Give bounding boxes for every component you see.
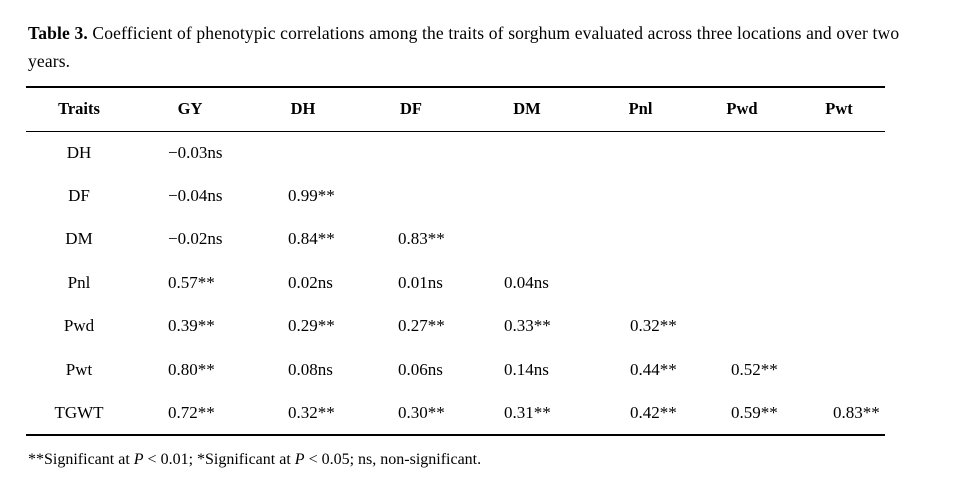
correlation-cell — [691, 174, 793, 217]
correlation-cell — [590, 174, 691, 217]
correlation-cell — [590, 218, 691, 261]
table-body: DH −0.03ns DF −0.04ns 0.99** DM −0.02ns 0.84** 0… — [26, 131, 885, 436]
header-df: DF — [358, 86, 464, 132]
correlation-cell — [590, 131, 691, 174]
correlation-cell: 0.04ns — [504, 272, 549, 292]
correlation-table: Traits GY DH DF DM Pnl Pwd Pwt DH −0.03ns… — [26, 86, 885, 436]
correlation-cell — [464, 174, 590, 217]
correlation-table-container: Traits GY DH DF DM Pnl Pwd Pwt DH −0.03ns… — [26, 86, 885, 436]
table-caption-label: Table 3. — [28, 23, 88, 43]
footnote-text-3: < 0.05; ns, non-significant. — [304, 451, 482, 468]
header-traits: Traits — [26, 86, 132, 132]
row-trait-label: Pwd — [63, 316, 95, 336]
correlation-cell — [590, 261, 691, 304]
correlation-cell: 0.29** — [288, 316, 335, 336]
row-trait-label: DF — [68, 186, 90, 206]
correlation-cell — [691, 218, 793, 261]
table-header-row: Traits GY DH DF DM Pnl Pwd Pwt — [26, 86, 885, 132]
table-caption: Table 3. Coefficient of phenotypic corre… — [28, 19, 938, 75]
row-trait-label: TGWT — [26, 391, 132, 436]
correlation-cell — [248, 131, 358, 174]
correlation-cell: −0.03ns — [168, 142, 223, 162]
footnote-p-italic-2: P — [294, 451, 305, 468]
table-row: DM −0.02ns 0.84** 0.83** — [26, 218, 885, 261]
correlation-cell: 0.83** — [398, 229, 445, 249]
correlation-cell: 0.72** — [132, 391, 248, 436]
correlation-cell — [358, 174, 464, 217]
row-trait-label: Pnl — [67, 272, 91, 292]
correlation-cell — [691, 131, 793, 174]
correlation-cell: 0.39** — [168, 316, 215, 336]
header-pwd: Pwd — [691, 86, 793, 132]
table-footnote: **Significant at P < 0.01; *Significant … — [28, 450, 481, 470]
correlation-cell — [793, 305, 885, 348]
correlation-cell: 0.42** — [590, 391, 691, 436]
correlation-cell: 0.33** — [504, 316, 551, 336]
correlation-cell — [464, 218, 590, 261]
correlation-cell: 0.01ns — [398, 272, 443, 292]
correlation-cell — [793, 348, 885, 391]
table-row: TGWT 0.72** 0.32** 0.30** 0.31** 0.42** 0.59**… — [26, 391, 885, 436]
footnote-p-italic-1: P — [133, 451, 144, 468]
table-row: Pwt 0.80** 0.08ns 0.06ns 0.14ns 0.44** 0.52** — [26, 348, 885, 391]
correlation-cell — [464, 131, 590, 174]
header-dm: DM — [464, 86, 590, 132]
correlation-cell: −0.04ns — [168, 186, 223, 206]
correlation-cell: 0.80** — [168, 359, 215, 379]
correlation-cell — [793, 261, 885, 304]
correlation-cell: 0.27** — [398, 316, 445, 336]
correlation-cell: 0.14ns — [504, 359, 549, 379]
correlation-cell: 0.32** — [248, 391, 358, 436]
table-row: Pnl 0.57** 0.02ns 0.01ns 0.04ns — [26, 261, 885, 304]
table-row: Pwd 0.39** 0.29** 0.27** 0.33** 0.32** — [26, 305, 885, 348]
correlation-cell: 0.31** — [464, 391, 590, 436]
correlation-cell: 0.06ns — [398, 359, 443, 379]
correlation-cell: 0.32** — [630, 316, 677, 336]
correlation-cell: 0.30** — [358, 391, 464, 436]
correlation-cell — [691, 261, 793, 304]
header-pnl: Pnl — [590, 86, 691, 132]
correlation-cell: 0.57** — [168, 272, 215, 292]
correlation-cell: −0.02ns — [168, 229, 223, 249]
correlation-cell — [793, 218, 885, 261]
row-trait-label: DM — [65, 229, 93, 249]
table-row: DH −0.03ns — [26, 131, 885, 174]
correlation-cell — [793, 174, 885, 217]
correlation-cell: 0.83** — [793, 391, 885, 436]
header-gy: GY — [132, 86, 248, 132]
header-dh: DH — [248, 86, 358, 132]
correlation-cell: 0.44** — [630, 359, 677, 379]
table-caption-text: Coefficient of phenotypic correlations a… — [28, 23, 900, 71]
correlation-cell — [691, 305, 793, 348]
table-row: DF −0.04ns 0.99** — [26, 174, 885, 217]
correlation-cell: 0.99** — [288, 186, 335, 206]
row-trait-label: Pwt — [65, 359, 93, 379]
correlation-cell: 0.02ns — [288, 272, 333, 292]
correlation-cell — [793, 131, 885, 174]
correlation-cell — [358, 131, 464, 174]
footnote-text-1: **Significant at — [28, 451, 134, 468]
correlation-cell: 0.59** — [691, 391, 793, 436]
correlation-cell: 0.08ns — [288, 359, 333, 379]
correlation-cell: 0.84** — [288, 229, 335, 249]
header-pwt: Pwt — [793, 86, 885, 132]
footnote-text-2: < 0.01; *Significant at — [143, 451, 295, 468]
row-trait-label: DH — [66, 142, 92, 162]
correlation-cell: 0.52** — [731, 359, 778, 379]
